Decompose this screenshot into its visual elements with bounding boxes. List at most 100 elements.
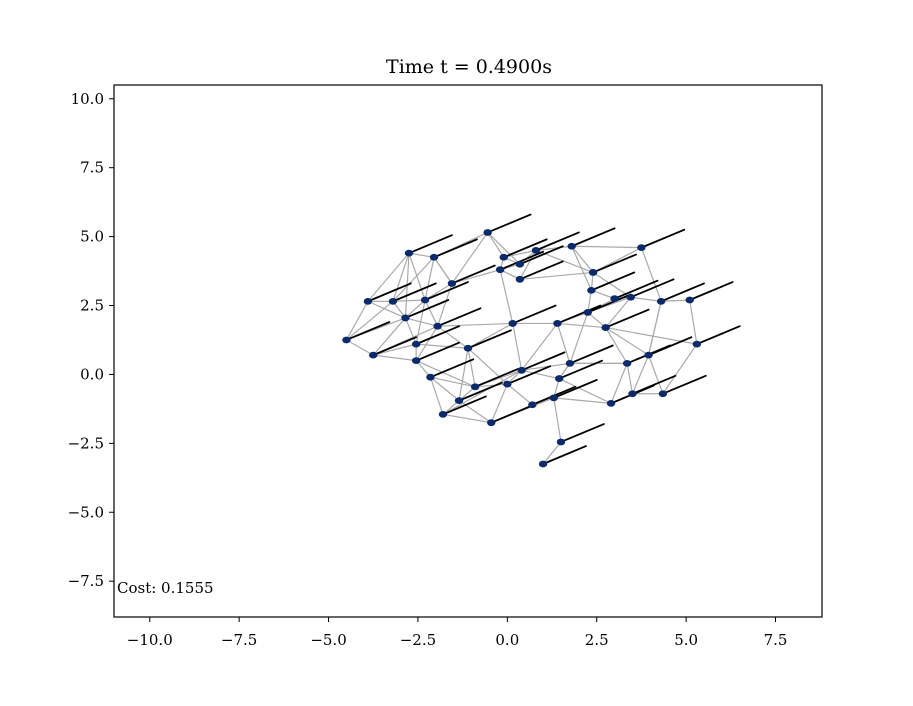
- graph-edge: [372, 317, 406, 356]
- agent-node: [622, 360, 632, 367]
- graph-edge: [424, 299, 439, 327]
- y-tick-label: 10.0: [71, 90, 104, 108]
- velocity-arrow: [511, 304, 557, 325]
- graph-edge: [433, 256, 453, 284]
- graph-edge: [571, 245, 594, 273]
- agent-node: [420, 296, 430, 304]
- x-tick-label: 7.5: [764, 631, 788, 649]
- graph-edge: [458, 400, 492, 424]
- agent-node: [601, 324, 610, 331]
- velocity-arrow: [647, 336, 693, 357]
- agent-node: [508, 320, 517, 327]
- graph-edge: [430, 376, 460, 402]
- velocity-arrow: [486, 213, 532, 234]
- x-tick-label: 2.5: [585, 631, 609, 649]
- velocity-arrow: [392, 282, 437, 303]
- x-tick-label: −5.0: [310, 631, 346, 649]
- agent-node: [363, 297, 373, 305]
- graph-edge: [405, 299, 426, 319]
- velocity-arrow: [688, 281, 734, 301]
- velocity-arrow: [372, 336, 418, 357]
- x-tick-label: 5.0: [674, 631, 698, 649]
- agent-node: [426, 373, 435, 381]
- velocity-arrow: [629, 278, 675, 299]
- agent-node: [549, 394, 559, 402]
- agent-node: [531, 246, 541, 254]
- graph-edge: [442, 413, 492, 424]
- graph-edge: [592, 271, 632, 298]
- graph-edge: [499, 269, 514, 324]
- agent-node: [401, 314, 410, 322]
- agent-node: [583, 309, 592, 316]
- velocity-arrow: [569, 344, 614, 365]
- graph-edge: [521, 323, 558, 371]
- graph-edge: [373, 354, 417, 362]
- graph-edge: [392, 256, 435, 302]
- graph-edge: [373, 343, 417, 356]
- agent-node: [342, 336, 351, 344]
- graph-edge: [475, 383, 508, 388]
- graph-edge: [429, 376, 444, 415]
- graph-edge: [467, 322, 513, 349]
- velocity-arrow: [560, 423, 605, 443]
- y-tick-label: 7.5: [80, 159, 104, 177]
- agent-node: [388, 297, 398, 305]
- graph-edge: [451, 232, 489, 284]
- velocity-arrow: [424, 281, 469, 301]
- agent-node: [404, 249, 414, 257]
- x-tick-label: 0.0: [495, 631, 519, 649]
- graph-edge: [605, 327, 649, 356]
- graph-edge: [367, 300, 406, 319]
- x-tick-label: −2.5: [400, 631, 436, 649]
- graph-edge: [556, 323, 571, 364]
- velocity-arrow: [660, 282, 705, 303]
- velocity-arrow: [604, 308, 650, 329]
- plot-area-frame: [113, 84, 823, 618]
- graph-edge: [451, 269, 501, 285]
- graph-edge: [648, 354, 664, 394]
- agent-node: [565, 360, 575, 367]
- velocity-arrow: [408, 234, 453, 255]
- velocity-arrow: [695, 325, 741, 346]
- velocity-arrow: [570, 227, 616, 248]
- graph-edge: [367, 252, 410, 302]
- graph-edge: [587, 311, 607, 329]
- graph-edge: [392, 252, 410, 302]
- graph-edge: [553, 397, 612, 404]
- agent-node: [567, 242, 576, 250]
- graph-edge: [458, 348, 469, 401]
- agent-node: [656, 297, 666, 305]
- graph-edge: [345, 301, 369, 341]
- graph-edge: [404, 317, 417, 345]
- graph-edge: [392, 299, 426, 302]
- graph-edge: [521, 369, 560, 380]
- graph-edge: [647, 301, 662, 356]
- velocity-arrow: [535, 231, 580, 252]
- graph-edge: [467, 348, 476, 387]
- velocity-arrow: [592, 253, 637, 274]
- x-tick-label: −10.0: [127, 631, 173, 649]
- velocity-arrow: [590, 271, 636, 292]
- agent-node: [429, 253, 439, 261]
- velocity-arrow: [661, 374, 707, 395]
- chart-title: Time t = 0.4900s: [386, 56, 552, 78]
- agent-node: [538, 460, 548, 468]
- agent-node: [553, 320, 562, 327]
- graph-edge: [346, 339, 374, 356]
- graph-edge: [487, 232, 505, 258]
- graph-edge: [571, 245, 642, 249]
- agent-node: [447, 280, 457, 287]
- graph-edge: [519, 271, 594, 280]
- velocity-arrow: [415, 341, 460, 362]
- agent-node: [554, 375, 564, 382]
- graph-edge: [626, 363, 634, 394]
- agent-node: [658, 390, 668, 398]
- graph-edge: [661, 299, 690, 302]
- velocity-arrow: [613, 279, 659, 300]
- graph-edge: [416, 343, 469, 349]
- y-tick-label: −7.5: [68, 572, 104, 590]
- agent-node: [606, 399, 616, 407]
- agent-node: [528, 401, 537, 409]
- velocity-arrow: [415, 325, 460, 346]
- velocity-arrow: [556, 304, 602, 325]
